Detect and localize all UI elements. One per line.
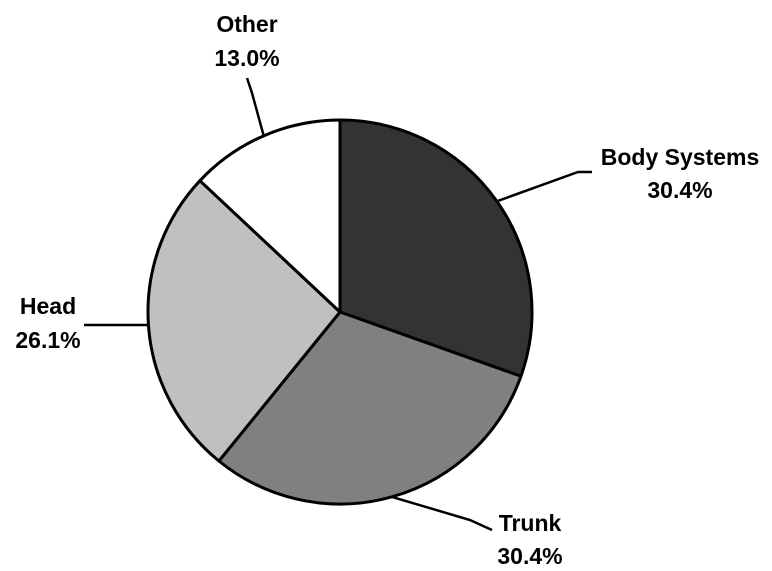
leader-line-other: [245, 77, 265, 137]
pie-slices: [146, 118, 534, 506]
pie-slice-trunk: [217, 310, 523, 506]
label-trunk: Trunk 30.4%: [497, 510, 562, 569]
label-body-systems-percent: 30.4%: [647, 177, 712, 203]
leader-line-trunk: [391, 495, 493, 532]
label-head-percent: 26.1%: [15, 327, 80, 353]
pie-slice-other: [198, 118, 342, 314]
pie-slice-head: [146, 179, 342, 463]
label-body-systems: Body Systems 30.4%: [601, 144, 760, 203]
label-other-percent: 13.0%: [214, 45, 279, 71]
label-other-name: Other: [216, 11, 277, 37]
leader-lines: [84, 77, 592, 532]
label-body-systems-name: Body Systems: [601, 144, 760, 170]
label-other: Other 13.0%: [214, 11, 279, 71]
label-trunk-percent: 30.4%: [497, 543, 562, 569]
label-trunk-name: Trunk: [499, 510, 562, 536]
label-head: Head 26.1%: [15, 293, 80, 353]
label-head-name: Head: [20, 293, 76, 319]
leader-line-body-systems: [496, 170, 592, 203]
